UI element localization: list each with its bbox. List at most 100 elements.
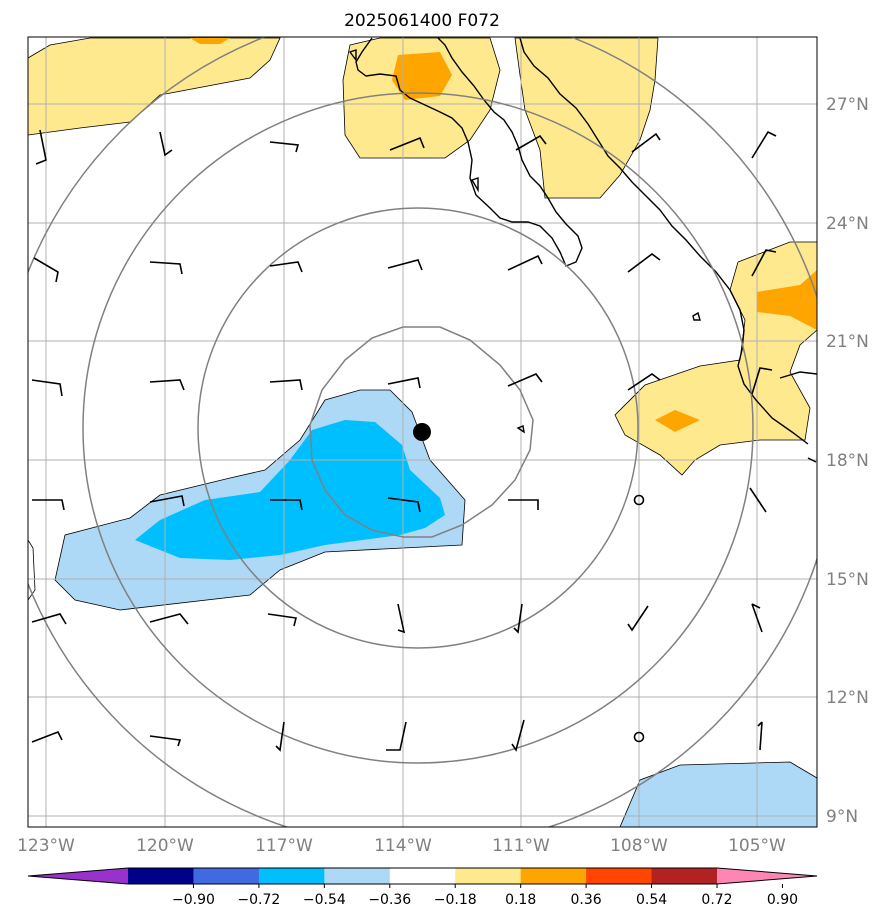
wind-barb [35, 129, 47, 165]
range-rings [28, 37, 817, 827]
island-1 [692, 311, 701, 321]
latitude-labels: 27°N 24°N 21°N 18°N 15°N 12°N 9°N [826, 95, 869, 827]
colorbar-tick-label: −0.72 [237, 892, 280, 908]
anomaly-region-central-core [135, 420, 445, 560]
wind-barb [267, 613, 297, 627]
colorbar-tick-label: 0.36 [571, 892, 602, 908]
wind-barb [749, 487, 767, 513]
colorbar-extend-high [717, 868, 817, 884]
colorbar-extend-low [28, 868, 128, 884]
wind-barb [387, 377, 421, 389]
wind-barb [511, 719, 525, 752]
colorbar-segment [389, 868, 456, 884]
wind-barb [269, 141, 300, 153]
colorbar-tick-label: −0.90 [172, 892, 215, 908]
lon-label: 111°W [492, 836, 550, 856]
wind-barb [387, 259, 423, 271]
wind-barb [149, 613, 189, 625]
anomaly-region-east-core [757, 270, 817, 330]
colorbar-segment [193, 868, 260, 884]
wind-barb [397, 603, 406, 634]
colorbar-tick-label: −0.54 [303, 892, 346, 908]
island-4 [470, 177, 479, 193]
colorbar-tick-label: −0.18 [434, 892, 477, 908]
wind-barb [507, 373, 543, 387]
island-2 [516, 425, 525, 434]
colorbar-tick-label: 0.72 [701, 892, 732, 908]
negative-anomaly-fill [28, 389, 817, 827]
wind-barb [275, 721, 285, 752]
lon-label: 105°W [728, 836, 786, 856]
range-ring-1 [309, 326, 534, 538]
colorbar-tick-label: 0.90 [767, 892, 798, 908]
anomaly-region-baja-core [392, 52, 452, 100]
colorbar-segment [520, 868, 587, 884]
wind-barbs [31, 129, 777, 752]
lat-label: 24°N [826, 214, 869, 234]
range-ring-2 [197, 207, 639, 649]
lat-label: 15°N [826, 570, 869, 590]
wind-barb [31, 379, 63, 397]
anomaly-region-west-edge [28, 539, 36, 601]
colorbar-segment [455, 868, 522, 884]
lon-label: 120°W [136, 836, 194, 856]
wind-barb [270, 499, 303, 511]
colorbar: −0.90 −0.72 −0.54 −0.36 −0.18 0.18 0.36 0.54 0.7… [27, 867, 818, 908]
wind-barb [31, 730, 63, 743]
lon-label: 117°W [255, 836, 313, 856]
colorbar-segment [586, 868, 653, 884]
wind-barb [508, 499, 539, 510]
wind-barb [269, 379, 303, 391]
wind-barb [627, 605, 649, 632]
lon-label: 123°W [17, 836, 75, 856]
anomaly-region-northwest-core [190, 38, 230, 44]
wind-barb [751, 130, 777, 159]
colorbar-segment [324, 868, 391, 884]
wind-barb [389, 136, 425, 151]
wind-barb [149, 735, 182, 747]
wind-barb [149, 495, 185, 507]
wind-barb [631, 132, 661, 153]
colorbar-segment [651, 868, 718, 884]
coastline [348, 37, 817, 463]
colorbar-tick-label: 0.54 [636, 892, 667, 908]
island-3 [348, 49, 357, 63]
wind-barb [627, 253, 661, 273]
lon-label: 114°W [374, 836, 432, 856]
wind-barb [627, 373, 661, 391]
wind-barb [386, 721, 407, 751]
lat-label: 18°N [826, 451, 869, 471]
map-area [28, 37, 817, 827]
wind-barb [149, 379, 185, 391]
colorbar-tick-label: 0.18 [505, 892, 536, 908]
wind-barb [31, 613, 67, 625]
colorbar-segment [128, 868, 194, 884]
wind-barb [33, 257, 59, 283]
wind-barb [751, 367, 773, 395]
map-frame [27, 36, 818, 828]
wind-barb [387, 497, 421, 513]
wind-barb [751, 249, 777, 277]
lon-label: 108°W [610, 836, 668, 856]
longitude-labels: 123°W 120°W 117°W 114°W 111°W 108°W 105°… [17, 836, 786, 856]
colorbar-outline [27, 867, 818, 885]
wind-barb [149, 261, 183, 275]
anomaly-region-southeast [619, 761, 817, 827]
wind-barb [757, 721, 763, 751]
wind-barb [269, 261, 303, 273]
gridlines [28, 37, 817, 827]
colorbar-tick-label: −0.36 [368, 892, 411, 908]
anomaly-region-east-small-core [655, 410, 700, 432]
wind-barb [159, 131, 173, 157]
map-title: 2025061400 F072 [344, 11, 500, 31]
wind-barb [515, 134, 547, 151]
lat-label: 12°N [826, 688, 869, 708]
colorbar-segment [258, 868, 325, 884]
lat-label: 9°N [826, 807, 858, 827]
coastline-gulf-east [519, 37, 809, 445]
calm-wind-marker [633, 731, 645, 743]
wind-barb [507, 254, 543, 271]
lat-label: 21°N [826, 332, 869, 352]
lat-label: 27°N [826, 95, 869, 115]
